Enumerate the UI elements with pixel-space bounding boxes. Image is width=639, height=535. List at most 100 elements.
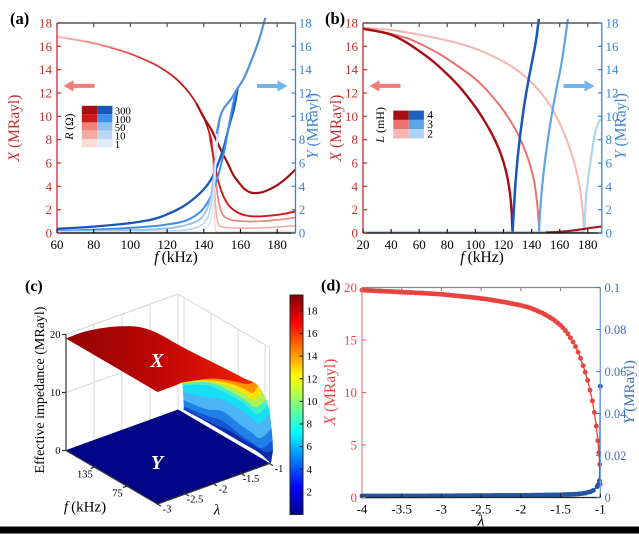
svg-text:6: 6 [352, 156, 359, 171]
svg-text:14: 14 [299, 62, 313, 77]
svg-text:8: 8 [352, 132, 359, 147]
svg-text:120: 120 [157, 237, 177, 252]
svg-text:12: 12 [307, 373, 318, 385]
svg-text:f (kHz): f (kHz) [64, 500, 106, 516]
svg-text:0.04: 0.04 [605, 407, 628, 421]
svg-text:2: 2 [46, 202, 53, 217]
svg-text:0.08: 0.08 [605, 323, 627, 337]
svg-text:15: 15 [344, 333, 357, 348]
svg-text:0: 0 [605, 491, 611, 505]
svg-text:8: 8 [299, 132, 306, 147]
svg-text:3: 3 [427, 119, 433, 131]
svg-text:10: 10 [344, 385, 357, 400]
svg-text:-3: -3 [163, 505, 172, 516]
svg-text:60: 60 [413, 237, 426, 252]
svg-text:20: 20 [50, 330, 61, 341]
svg-text:0: 0 [46, 226, 53, 241]
svg-text:Effective impedance (MRayl): Effective impedance (MRayl) [33, 306, 48, 473]
svg-text:-2.5: -2.5 [187, 494, 204, 505]
svg-text:0: 0 [352, 226, 359, 241]
svg-text:14: 14 [307, 351, 319, 363]
svg-text:Y (MRayl): Y (MRayl) [613, 93, 630, 159]
svg-text:0.1: 0.1 [605, 281, 621, 295]
svg-text:75: 75 [112, 489, 123, 500]
svg-text:0.02: 0.02 [605, 449, 627, 463]
svg-text:140: 140 [522, 237, 542, 252]
svg-text:10: 10 [50, 388, 61, 399]
svg-text:180: 180 [578, 237, 598, 252]
svg-text:4: 4 [427, 110, 433, 122]
svg-text:20: 20 [357, 237, 370, 252]
svg-text:120: 120 [494, 237, 514, 252]
svg-text:140: 140 [194, 237, 214, 252]
svg-text:135: 135 [77, 470, 93, 481]
svg-text:8: 8 [606, 132, 613, 147]
svg-text:14: 14 [606, 62, 620, 77]
svg-text:16: 16 [345, 39, 359, 54]
svg-text:16: 16 [606, 39, 620, 54]
svg-text:8: 8 [46, 132, 53, 147]
svg-text:180: 180 [267, 237, 287, 252]
svg-text:-1: -1 [595, 502, 606, 517]
svg-text:R (Ω): R (Ω) [64, 113, 76, 140]
svg-text:X (MRayl): X (MRayl) [328, 95, 345, 163]
svg-text:12: 12 [39, 86, 52, 101]
svg-text:60: 60 [51, 237, 64, 252]
svg-text:18: 18 [606, 16, 619, 31]
svg-text:0: 0 [606, 226, 613, 241]
svg-text:18: 18 [307, 305, 319, 317]
svg-text:100: 100 [115, 114, 131, 126]
svg-text:6: 6 [606, 156, 613, 171]
svg-text:6: 6 [307, 441, 313, 453]
svg-text:10: 10 [606, 109, 619, 124]
svg-text:2: 2 [427, 128, 433, 140]
svg-text:X (MRayl): X (MRayl) [6, 95, 23, 163]
svg-text:18: 18 [39, 16, 52, 31]
svg-text:-2.5: -2.5 [471, 502, 492, 517]
svg-text:-4: -4 [357, 502, 368, 517]
svg-text:(b): (b) [325, 9, 345, 28]
svg-text:18: 18 [299, 16, 312, 31]
svg-text:5: 5 [351, 438, 358, 453]
svg-text:2: 2 [352, 202, 359, 217]
svg-text:12: 12 [345, 86, 358, 101]
svg-text:L (mH): L (mH) [373, 107, 387, 144]
svg-text:-1.5: -1.5 [550, 502, 571, 517]
svg-text:X (MRayl): X (MRayl) [322, 359, 339, 427]
svg-text:16: 16 [299, 39, 313, 54]
svg-text:λ: λ [477, 513, 485, 530]
svg-text:λ: λ [213, 503, 221, 519]
svg-text:-2: -2 [515, 502, 526, 517]
svg-text:4: 4 [352, 179, 359, 194]
svg-text:1: 1 [115, 139, 120, 151]
svg-text:f (kHz): f (kHz) [460, 249, 504, 266]
svg-text:10: 10 [299, 109, 312, 124]
svg-text:6: 6 [46, 156, 53, 171]
svg-text:4: 4 [299, 179, 306, 194]
svg-text:-2: -2 [219, 484, 228, 495]
svg-text:(c): (c) [25, 278, 43, 295]
svg-text:80: 80 [441, 237, 454, 252]
svg-text:2: 2 [606, 202, 613, 217]
svg-text:(a): (a) [10, 9, 29, 28]
svg-text:4: 4 [307, 464, 313, 476]
svg-text:0: 0 [299, 226, 306, 241]
svg-text:20: 20 [344, 280, 357, 295]
svg-text:Y: Y [151, 452, 165, 474]
svg-text:-1: -1 [275, 464, 284, 475]
svg-text:100: 100 [121, 237, 141, 252]
svg-text:80: 80 [87, 237, 100, 252]
svg-text:12: 12 [606, 86, 619, 101]
svg-text:f (kHz): f (kHz) [154, 249, 198, 266]
svg-text:18: 18 [345, 16, 358, 31]
svg-text:300: 300 [115, 106, 131, 118]
svg-text:2: 2 [299, 202, 306, 217]
svg-text:10: 10 [345, 109, 358, 124]
svg-text:X: X [149, 350, 164, 372]
svg-text:160: 160 [231, 237, 251, 252]
svg-text:10: 10 [115, 130, 126, 142]
svg-text:8: 8 [307, 419, 313, 431]
svg-text:12: 12 [299, 86, 312, 101]
svg-text:40: 40 [385, 237, 398, 252]
svg-text:6: 6 [299, 156, 306, 171]
